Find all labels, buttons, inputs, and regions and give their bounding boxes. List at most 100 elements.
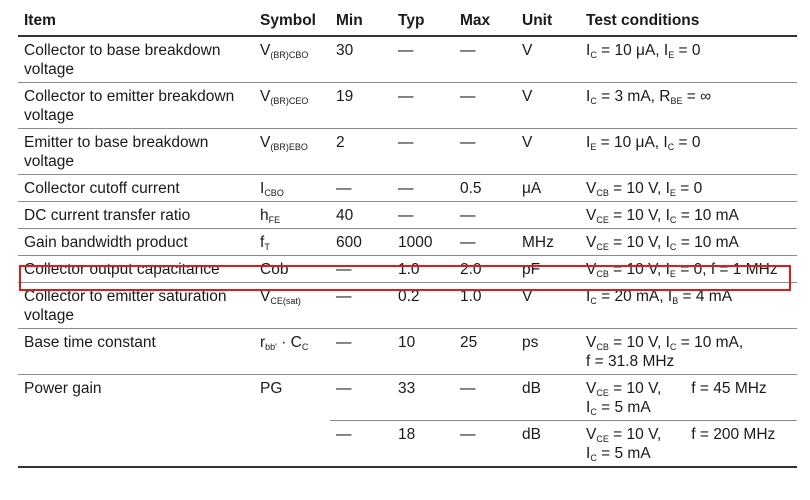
cond-text: I — [586, 42, 591, 59]
cond-subscript: CB — [596, 188, 609, 198]
symbol-text: h — [260, 207, 269, 224]
cond-subscript: C — [590, 407, 597, 417]
min-cell: 600 — [330, 228, 392, 256]
item-cell: Collector to base breakdown voltage — [18, 36, 254, 83]
cond-text: = 0 — [674, 134, 701, 151]
symbol-text: I — [260, 180, 265, 197]
cond-text: = 4 mA — [678, 288, 733, 305]
cond-text: V — [586, 207, 597, 224]
cond-subscript: CB — [596, 269, 609, 279]
table-row: Base time constant rbb' · CC —10 25 ps VCB = … — [18, 328, 797, 375]
typ-cell: — — [392, 36, 454, 83]
cond-text: V — [586, 334, 597, 351]
unit-cell: V — [516, 82, 580, 129]
item-cell: Power gain — [18, 374, 254, 468]
symbol-cell: V(BR)CBO — [254, 36, 330, 83]
cond-text: = 10 V, I — [608, 261, 670, 278]
cond-subscript: CB — [596, 342, 609, 352]
cond-frequency: f = 200 MHz — [691, 426, 776, 443]
typ-cell: — — [392, 201, 454, 229]
cond-text: = ∞ — [682, 88, 712, 105]
cond-subscript: C — [669, 342, 677, 352]
min-cell: — — [330, 174, 392, 202]
min-cell: 19 — [330, 82, 392, 129]
symbol-cell: PG — [254, 374, 330, 468]
cond-subscript: C — [590, 453, 597, 463]
symbol-cell: V(BR)CEO — [254, 82, 330, 129]
min-cell: 30 — [330, 36, 392, 83]
max-cell: — — [454, 82, 516, 129]
cond-text: = 10 mA, — [676, 334, 744, 351]
symbol-subscript-2: C — [301, 342, 309, 352]
header-item: Item — [18, 6, 254, 37]
max-cell: 1.0 — [454, 282, 516, 329]
cond-subscript: CE — [596, 388, 609, 398]
cond-text: = 10 mA — [676, 207, 739, 224]
typ-cell: — — [392, 174, 454, 202]
max-cell: 2.0 — [454, 255, 516, 283]
symbol-subscript: CBO — [264, 188, 284, 198]
min-cell: — — [330, 328, 392, 375]
cond-text: = 5 mA — [596, 399, 651, 416]
header-row: Item Symbol Min Typ Max Unit Test condit… — [18, 6, 797, 37]
cond-text: = 3 mA, R — [596, 88, 671, 105]
item-cell: Gain bandwidth product — [18, 228, 254, 256]
symbol-cell: fT — [254, 228, 330, 256]
max-cell: — — [454, 128, 516, 175]
header-max: Max — [454, 6, 516, 37]
table-body: Collector to base breakdown voltage V(BR)… — [18, 36, 797, 468]
unit-cell: V — [516, 282, 580, 329]
typ-cell: — — [392, 82, 454, 129]
cond-text: = 0, f = 1 MHz — [675, 261, 778, 278]
table-row: Power gain PG —33— dB VCE = 10 V, f = 45 MHz I… — [18, 374, 797, 468]
header-symbol: Symbol — [254, 6, 330, 37]
symbol-subscript: (BR)EBO — [270, 142, 308, 152]
table-row: —18— dB VCE = 10 V, f = 200 MHz IC = 5 mA — [18, 420, 797, 468]
cond-subscript: B — [672, 296, 679, 306]
unit-cell: dB — [516, 420, 580, 468]
symbol-text: r — [260, 334, 266, 351]
header-typ: Typ — [392, 6, 454, 37]
test-conditions-cell: VCB = 10 V, IE = 0 — [580, 174, 797, 202]
max-cell: — — [454, 420, 516, 468]
table-row: Gain bandwidth product fT 600 1000— MHz VCE =… — [18, 228, 797, 256]
cond-text: V — [586, 426, 597, 443]
cond-text: = 10 V, I — [608, 180, 670, 197]
test-conditions-cell: IE = 10 μA, IC = 0 — [580, 128, 797, 175]
symbol-cell: V(BR)EBO — [254, 128, 330, 175]
symbol-subscript: bb' — [265, 342, 277, 352]
typ-cell: 0.2 — [392, 282, 454, 329]
cond-text: = 10 μA, I — [596, 42, 669, 59]
item-cell: Collector cutoff current — [18, 174, 254, 202]
header-min: Min — [330, 6, 392, 37]
item-cell: Base time constant — [18, 328, 254, 375]
cond-text: = 10 V, — [608, 380, 662, 397]
typ-cell: 1000 — [392, 228, 454, 256]
item-cell: Collector to emitter saturation voltage — [18, 282, 254, 329]
test-conditions-cell: VCE = 10 V, f = 45 MHz IC = 5 mA — [580, 374, 797, 421]
cond-subscript: C — [590, 50, 597, 60]
cond-text: = 10 mA — [676, 234, 739, 251]
cond-subscript: C — [590, 296, 597, 306]
cond-text: = 10 V, — [608, 426, 662, 443]
unit-cell: V — [516, 36, 580, 83]
table-row: Emitter to base breakdown voltage V(BR)EB… — [18, 128, 797, 175]
cond-text: I — [586, 445, 591, 462]
table-row: Collector output capacitance Cob —1.0 2.0 pF… — [18, 255, 797, 283]
test-conditions-cell: IC = 10 μA, IE = 0 — [580, 36, 797, 83]
cond-subscript: E — [669, 269, 676, 279]
symbol-text: V — [260, 134, 271, 151]
test-conditions-cell: IC = 3 mA, RBE = ∞ — [580, 82, 797, 129]
cond-subscript: C — [667, 142, 675, 152]
test-conditions-cell: VCE = 10 V, IC = 10 mA — [580, 201, 797, 229]
cond-text: V — [586, 261, 597, 278]
test-conditions-cell: VCE = 10 V, f = 200 MHz IC = 5 mA — [580, 420, 797, 468]
typ-cell: 18 — [392, 420, 454, 468]
unit-cell: pF — [516, 255, 580, 283]
unit-cell: ps — [516, 328, 580, 375]
symbol-cell: VCE(sat) — [254, 282, 330, 329]
header-unit: Unit — [516, 6, 580, 37]
cond-text: f = 31.8 MHz — [586, 353, 675, 370]
cond-text: = 0 — [674, 42, 701, 59]
typ-cell: 1.0 — [392, 255, 454, 283]
